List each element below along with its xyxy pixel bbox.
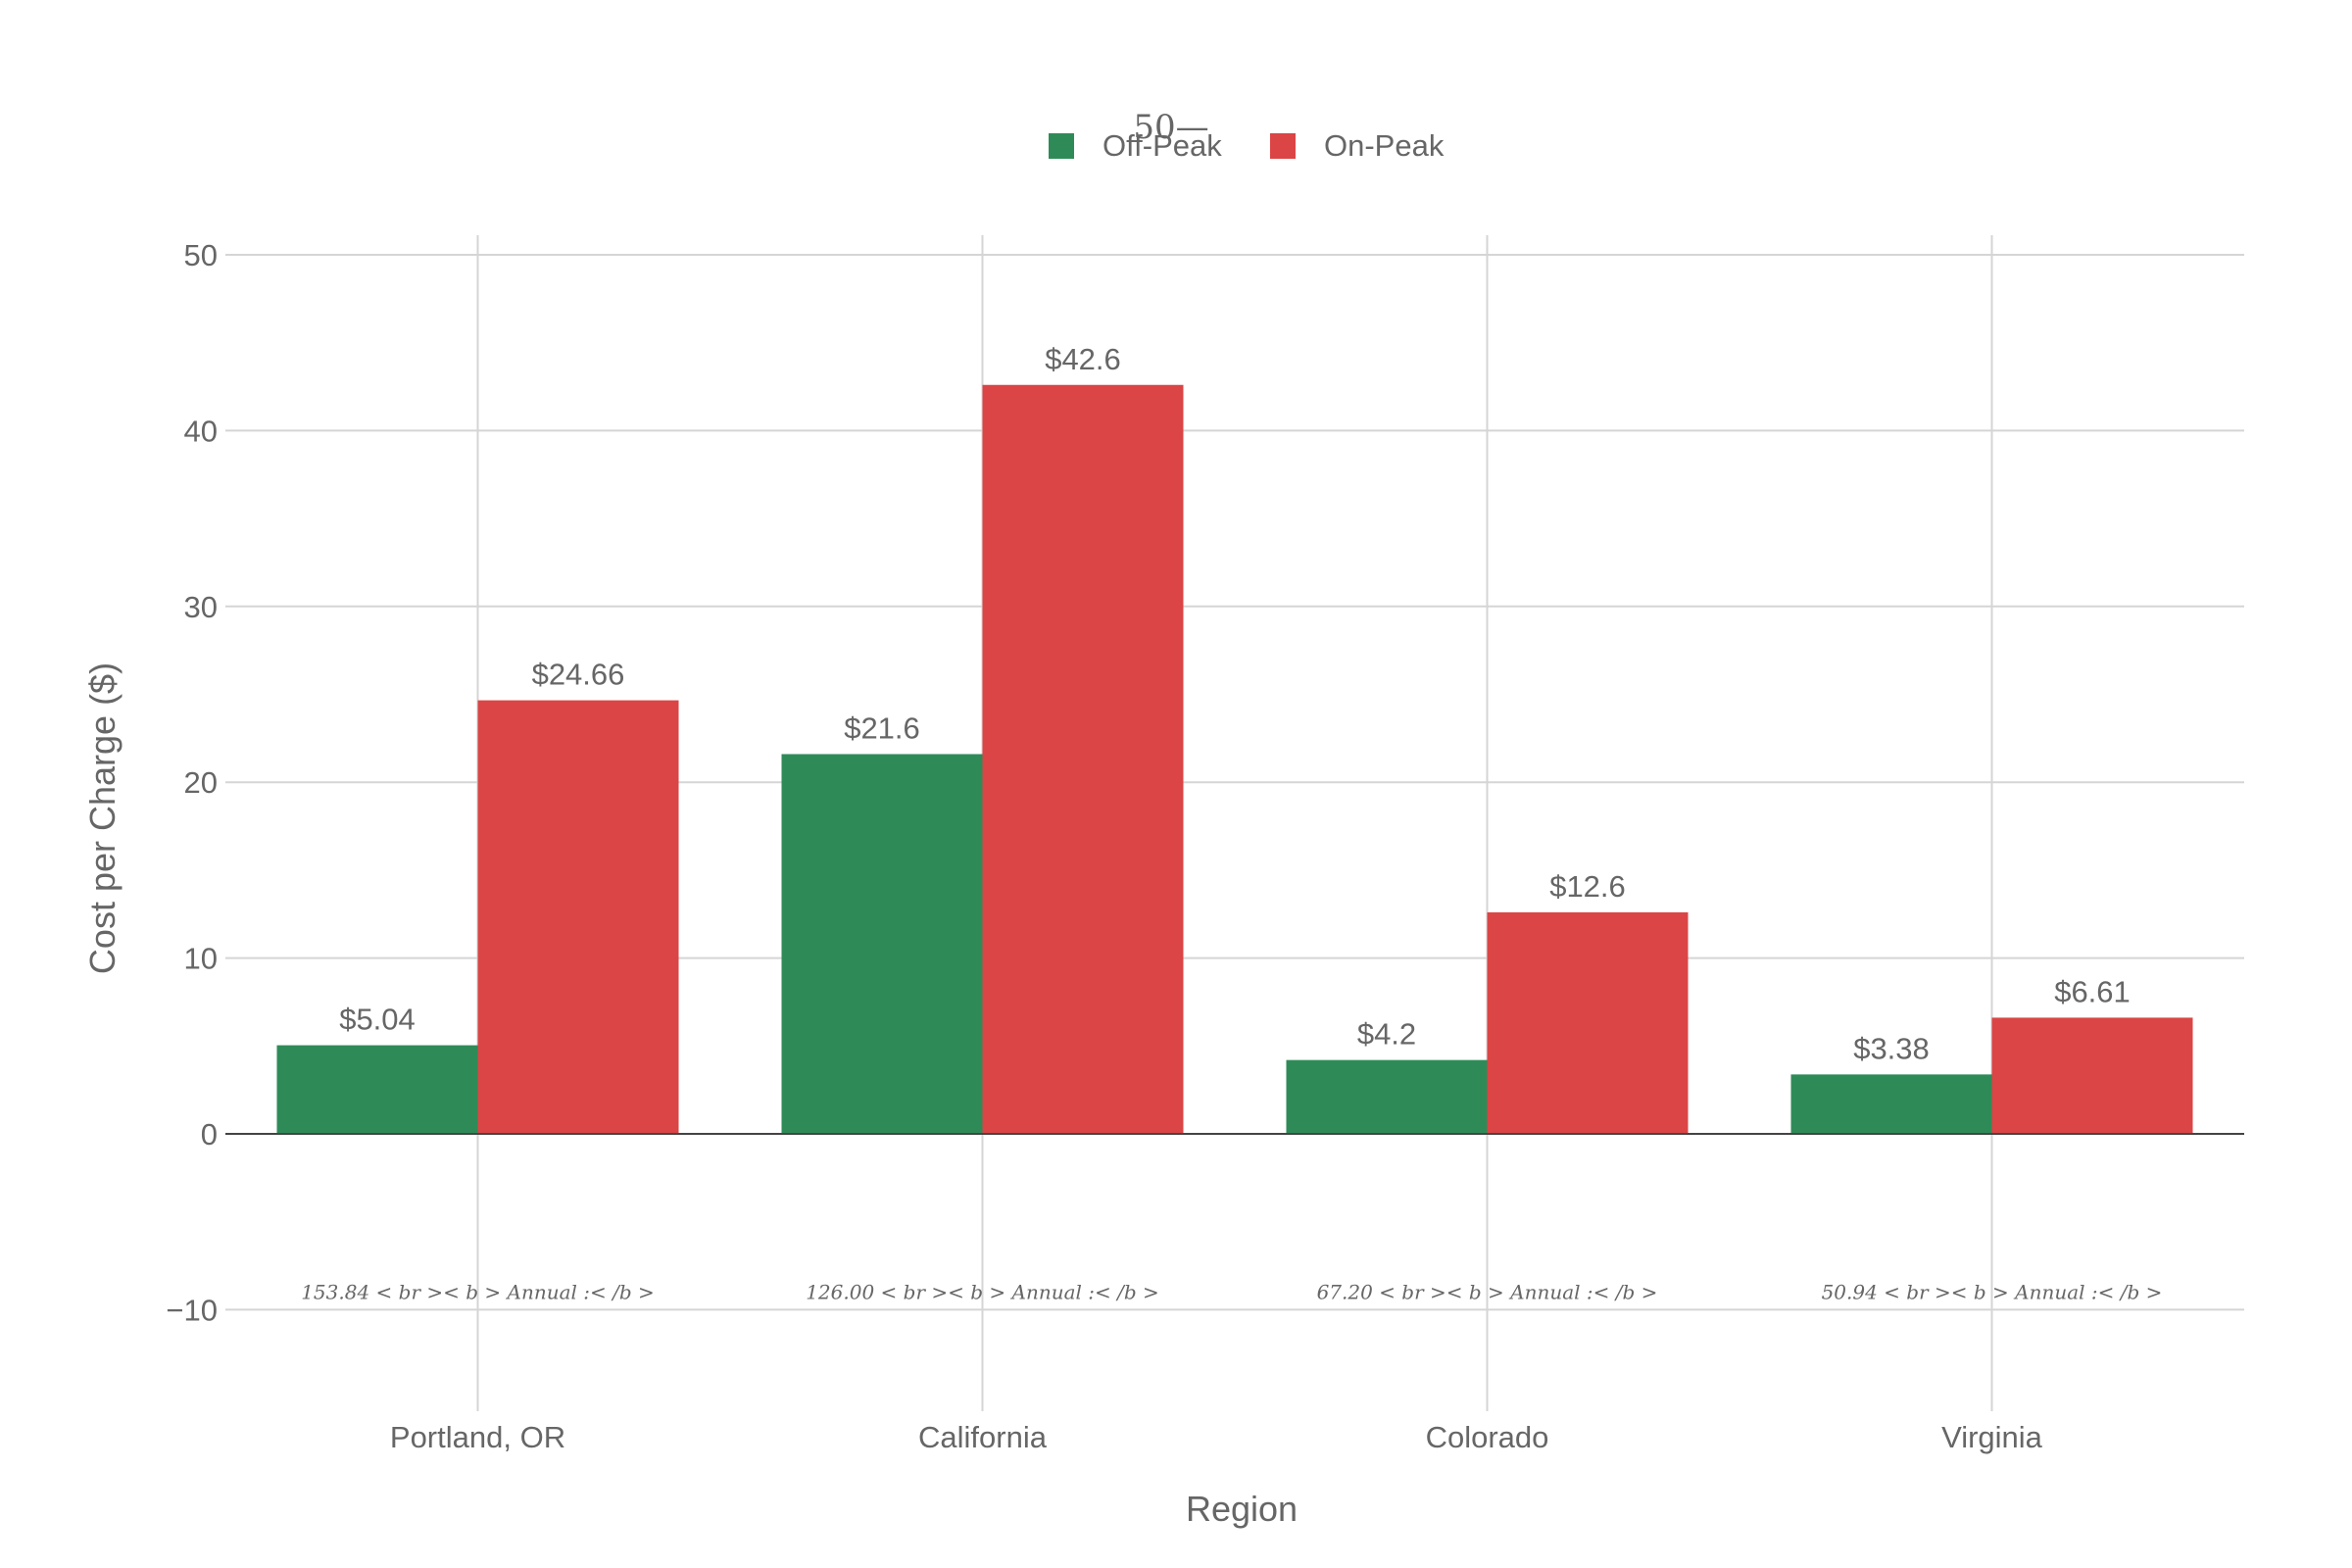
data-label: $21.6 (844, 710, 920, 745)
y-tick-label: 40 (184, 414, 218, 448)
bar-off-peak-3[interactable] (1286, 1059, 1488, 1134)
data-label: $42.6 (1045, 342, 1121, 376)
bar-on-peak-3[interactable] (1487, 911, 1689, 1134)
data-label: $4.2 (1357, 1017, 1416, 1052)
bar-on-peak-4[interactable] (1991, 1017, 2193, 1134)
y-tick-label: 10 (184, 942, 218, 976)
bar-layer (276, 384, 2193, 1135)
legend-swatch (1049, 133, 1074, 159)
data-label: $5.04 (339, 1003, 416, 1037)
data-label: $3.38 (1853, 1031, 1930, 1065)
data-label: $6.61 (2054, 974, 2131, 1008)
legend-label: Off-Peak (1102, 128, 1222, 163)
x-tick-label: California (918, 1420, 1048, 1454)
legend-item-off-peak[interactable]: Off-Peak (1049, 128, 1222, 163)
x-axis-title: Region (1186, 1489, 1298, 1529)
label-layer: −10 0 10 20 30 40 50 Portland, OR California Colo… (166, 238, 2244, 1454)
stray-tick-text: 50— (1133, 108, 1208, 147)
annual-annotation: 126.00 < br >< b > Annual :< /b > (806, 1280, 1159, 1303)
bar-off-peak-4[interactable] (1790, 1074, 1992, 1134)
bar-on-peak-2[interactable] (982, 384, 1184, 1135)
y-tick-label: 20 (184, 765, 218, 800)
data-label: $24.66 (532, 658, 625, 692)
x-tick-label: Portland, OR (390, 1420, 565, 1454)
data-label: $12.6 (1549, 869, 1626, 904)
annual-annotation: 50.94 < br >< b > Annual :< /b > (1822, 1280, 2163, 1303)
bar-off-peak-2[interactable] (781, 754, 983, 1134)
y-tick-label: 0 (201, 1117, 218, 1152)
y-tick-label: −10 (166, 1293, 218, 1327)
x-tick-label: Virginia (1941, 1420, 2043, 1454)
y-tick-label: 50 (184, 238, 218, 272)
annotation-layer: 153.84 < br >< b > Annual :< /b > 126.00 … (301, 1280, 2162, 1303)
legend-swatch (1270, 133, 1296, 159)
bar-on-peak-1[interactable] (477, 700, 679, 1134)
y-tick-label: 30 (184, 590, 218, 624)
x-tick-label: Colorado (1426, 1420, 1549, 1454)
legend[interactable]: Off-Peak On-Peak (1049, 128, 1445, 163)
y-axis-title: Cost per Charge ($) (82, 662, 122, 974)
legend-item-on-peak[interactable]: On-Peak (1270, 128, 1445, 163)
annual-annotation: 67.20 < br >< b > Annual :< /b > (1317, 1280, 1658, 1303)
annual-annotation: 153.84 < br >< b > Annual :< /b > (301, 1280, 655, 1303)
legend-label: On-Peak (1324, 128, 1445, 163)
bar-off-peak-1[interactable] (276, 1045, 478, 1134)
